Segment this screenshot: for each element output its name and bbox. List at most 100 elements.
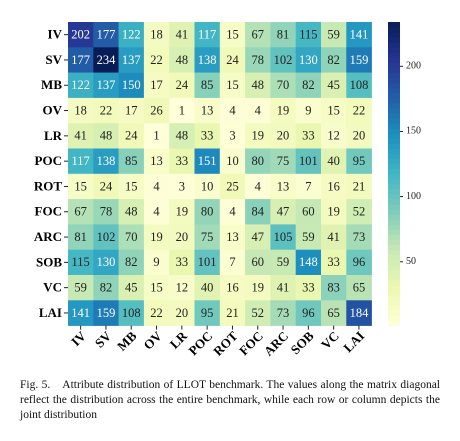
x-tick-label: FOC: [236, 328, 266, 358]
colorbar-segment: [388, 173, 400, 180]
y-tick-label: OV: [43, 103, 63, 118]
heatmap-cell: [93, 249, 119, 276]
colorbar-segment: [388, 183, 400, 190]
heatmap-cell: [194, 148, 221, 175]
cell-label: 21: [353, 179, 366, 193]
cell-label: 73: [353, 230, 366, 244]
heatmap-cell: [346, 275, 372, 301]
cell-label: 159: [350, 53, 369, 67]
cell-label: 7: [305, 179, 311, 193]
colorbar-segment: [388, 123, 400, 129]
heatmap-cell: [118, 249, 145, 276]
heatmap-cell: [346, 148, 372, 175]
x-tick-label: ROT: [210, 328, 241, 359]
colorbar-segment: [388, 295, 400, 301]
cell-label: 18: [74, 103, 87, 117]
x-tick-label: ARC: [261, 328, 292, 359]
heatmap-cell: [321, 148, 347, 175]
cell-label: 18: [150, 28, 163, 42]
heatmap-cell: [169, 275, 195, 301]
cell-label: 47: [277, 205, 290, 219]
heatmap-cell: [245, 173, 271, 200]
cell-label: 10: [201, 179, 214, 193]
heatmap-cell: [346, 97, 372, 124]
cell-label: 13: [150, 154, 163, 168]
colorbar-segment: [388, 92, 400, 99]
heatmap-cell: [270, 275, 296, 301]
cell-label: 4: [255, 179, 262, 193]
cell-label: 4: [153, 179, 160, 193]
heatmap-cell: [143, 300, 170, 326]
colorbar-segment: [388, 234, 400, 240]
cell-label: 4: [229, 103, 236, 117]
heatmap-cell: [143, 148, 170, 175]
cell-label: 45: [125, 281, 138, 295]
cell-label: 82: [100, 281, 113, 295]
cell-label: 202: [71, 28, 90, 42]
colorbar-tick-label: 100: [406, 191, 421, 202]
colorbar-segment: [388, 239, 400, 246]
heatmap-cell: [143, 173, 170, 200]
colorbar-segment: [388, 264, 400, 271]
cell-label: 137: [97, 78, 116, 92]
cell-label: 108: [122, 306, 141, 320]
heatmap-cell: [194, 275, 221, 301]
heatmap-cell: [321, 22, 347, 48]
colorbar-segment: [388, 310, 400, 316]
heatmap-cell: [118, 199, 145, 225]
y-tick-label: SV: [45, 52, 62, 67]
heatmap-cell: [270, 72, 296, 99]
cell-label: 33: [201, 129, 214, 143]
cell-label: 85: [201, 78, 214, 92]
heatmap-cell: [219, 199, 246, 225]
cell-label: 122: [71, 78, 90, 92]
heatmap-cell: [219, 275, 246, 301]
cell-label: 24: [125, 129, 138, 143]
cell-label: 19: [252, 281, 265, 295]
cell-label: 81: [74, 230, 87, 244]
colorbar-segment: [388, 280, 400, 286]
heatmap-cell: [295, 199, 322, 225]
heatmap-cell: [219, 224, 246, 250]
cell-label: 82: [302, 78, 315, 92]
cell-label: 177: [71, 53, 90, 67]
x-tick-label: SV: [92, 328, 115, 351]
colorbar-segment: [388, 259, 400, 266]
colorbar-segment: [388, 168, 400, 175]
cell-label: 78: [100, 205, 113, 219]
cell-label: 13: [201, 103, 214, 117]
cell-label: 95: [353, 154, 366, 168]
cell-label: 48: [176, 129, 189, 143]
cell-label: 19: [176, 205, 189, 219]
cell-label: 52: [252, 306, 265, 320]
cell-label: 138: [198, 53, 217, 67]
colorbar-segment: [388, 22, 400, 28]
cell-label: 84: [252, 205, 265, 219]
x-tick-label: MB: [114, 328, 140, 354]
y-tick-label: LR: [44, 128, 63, 143]
x-tick-label: POC: [185, 328, 215, 358]
cell-label: 17: [125, 103, 138, 117]
cell-label: 141: [71, 306, 90, 320]
cell-label: 13: [277, 179, 290, 193]
y-tick-label: ROT: [34, 178, 63, 193]
heatmap-cell: [118, 22, 145, 48]
heatmap-cell: [321, 300, 347, 326]
cell-label: 7: [229, 255, 235, 269]
colorbar-segment: [388, 97, 400, 104]
cell-label: 48: [176, 53, 189, 67]
heatmap-cell: [270, 199, 296, 225]
colorbar-segment: [388, 82, 400, 89]
heatmap-cell: [194, 22, 221, 48]
cell-label: 115: [72, 255, 90, 269]
cell-label: 13: [226, 230, 239, 244]
colorbar-segment: [388, 214, 400, 220]
heatmap-cell: [68, 22, 94, 48]
heatmap-cell: [118, 123, 145, 149]
heatmap-cell: [270, 22, 296, 48]
heatmap-cell: [219, 72, 246, 99]
heatmap-cell: [321, 47, 347, 73]
cell-label: 3: [229, 129, 235, 143]
